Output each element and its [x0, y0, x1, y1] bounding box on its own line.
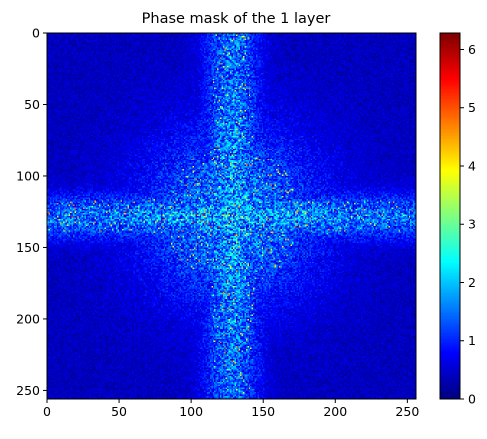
colorbar-frame	[439, 32, 461, 400]
colorbar-tick-label: 4	[468, 158, 476, 173]
colorbar-tick-label: 5	[468, 100, 476, 115]
x-tick-label: 200	[323, 404, 347, 419]
y-tick-label: 250	[16, 383, 40, 398]
colorbar-tick-label: 0	[468, 392, 476, 407]
y-axis: 0 50 100 150 200 250	[16, 26, 47, 398]
y-tick-label: 50	[24, 97, 40, 112]
y-tick-label: 0	[32, 26, 40, 41]
heatmap-image	[47, 33, 416, 399]
colorbar-axis: 0 1 2 3 4 5 6	[460, 42, 476, 407]
colorbar-wrap	[440, 33, 460, 399]
colorbar-tick-label: 1	[468, 333, 476, 348]
y-tick-label: 150	[16, 240, 40, 255]
plot-frame	[46, 32, 417, 400]
y-tick-label: 100	[16, 168, 40, 183]
colorbar	[440, 33, 460, 399]
x-axis: 0 50 100 150 200 250	[43, 399, 419, 419]
y-tick-label: 200	[16, 311, 40, 326]
x-tick-label: 100	[179, 404, 203, 419]
x-tick-label: 50	[111, 404, 127, 419]
x-tick-label: 150	[251, 404, 275, 419]
x-tick-label: 0	[43, 404, 51, 419]
colorbar-tick-label: 3	[468, 217, 476, 232]
chart-title: Phase mask of the 1 layer	[142, 11, 331, 27]
heatmap-image-wrap	[47, 33, 416, 399]
colorbar-tick-label: 2	[468, 275, 476, 290]
x-tick-label: 250	[395, 404, 419, 419]
colorbar-tick-label: 6	[468, 42, 476, 57]
